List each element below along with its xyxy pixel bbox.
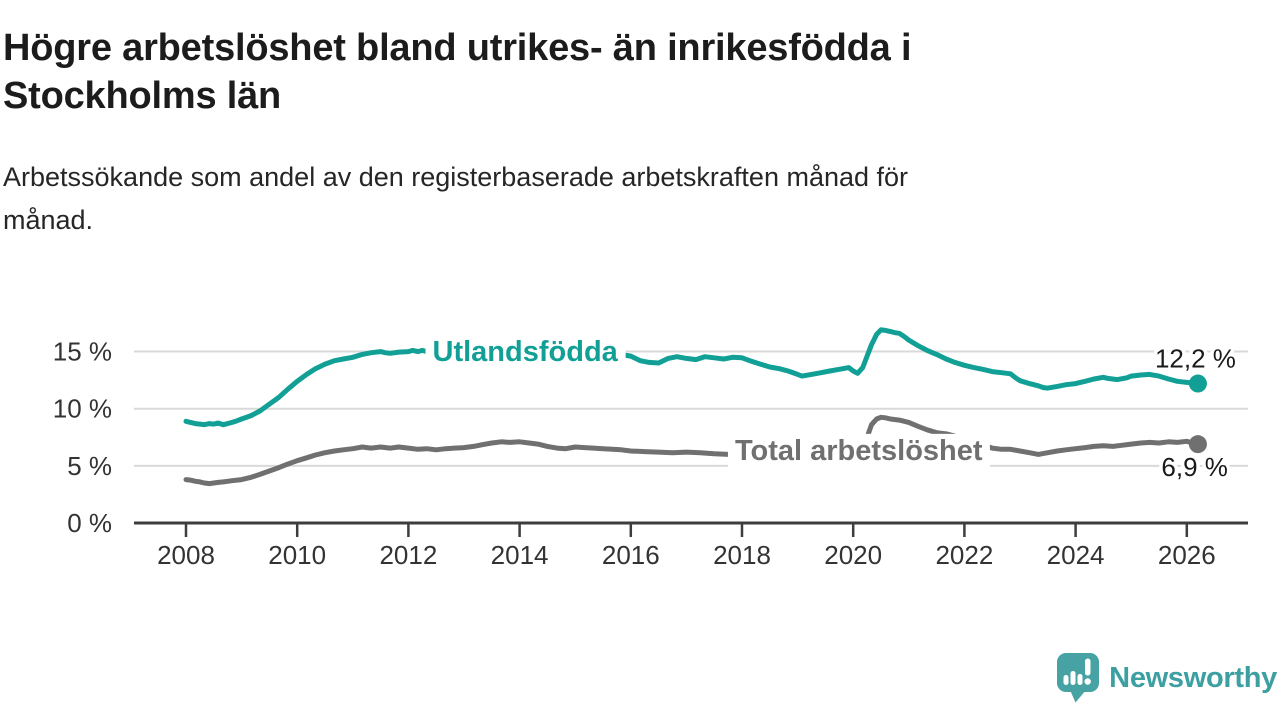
x-tick-label: 2026 [1158, 540, 1216, 570]
y-tick-label: 10 % [53, 394, 112, 424]
series-inline-label: Total arbetslöshet [735, 435, 983, 467]
end-value-label: 6,9 % [1161, 452, 1228, 482]
x-tick-label: 2010 [268, 540, 326, 570]
series-end-dot [1188, 374, 1207, 393]
x-tick-label: 2014 [491, 540, 549, 570]
x-tick-label: 2008 [157, 540, 215, 570]
y-tick-label: 5 % [67, 451, 112, 481]
newsworthy-logo-icon [1057, 653, 1100, 703]
newsworthy-branding: Newsworthy [1056, 652, 1277, 704]
x-tick-label: 2020 [824, 540, 882, 570]
series-line-utlandsf-dda [183, 327, 1201, 428]
newsworthy-wordmark: Newsworthy [1109, 661, 1277, 694]
series-end-dot [1188, 435, 1207, 454]
x-tick-label: 2018 [713, 540, 771, 570]
chart-header: Högre arbetslöshet bland utrikes- än inr… [3, 24, 1203, 242]
subtitle-line-1: Arbetssökande som andel av den registerb… [3, 162, 909, 192]
title-line-2: Stockholms län [3, 75, 282, 117]
y-tick-label: 15 % [53, 337, 112, 367]
label-knockout [425, 334, 626, 369]
x-tick-label: 2012 [379, 540, 437, 570]
series-line-total-arbetsl-shet [183, 414, 1201, 487]
label-knockout [727, 433, 990, 468]
subtitle-line-2: månad. [3, 205, 94, 235]
series-inline-label: Utlandsfödda [433, 336, 619, 368]
page-title: Högre arbetslöshet bland utrikes- än inr… [3, 24, 1203, 120]
x-tick-label: 2022 [935, 540, 993, 570]
x-tick-label: 2016 [602, 540, 660, 570]
y-tick-label: 0 % [67, 508, 112, 538]
title-line-1: Högre arbetslöshet bland utrikes- än inr… [3, 27, 912, 69]
end-value-label: 12,2 % [1155, 344, 1236, 374]
x-tick-label: 2024 [1047, 540, 1105, 570]
chart-subtitle: Arbetssökande som andel av den registerb… [3, 156, 1203, 242]
